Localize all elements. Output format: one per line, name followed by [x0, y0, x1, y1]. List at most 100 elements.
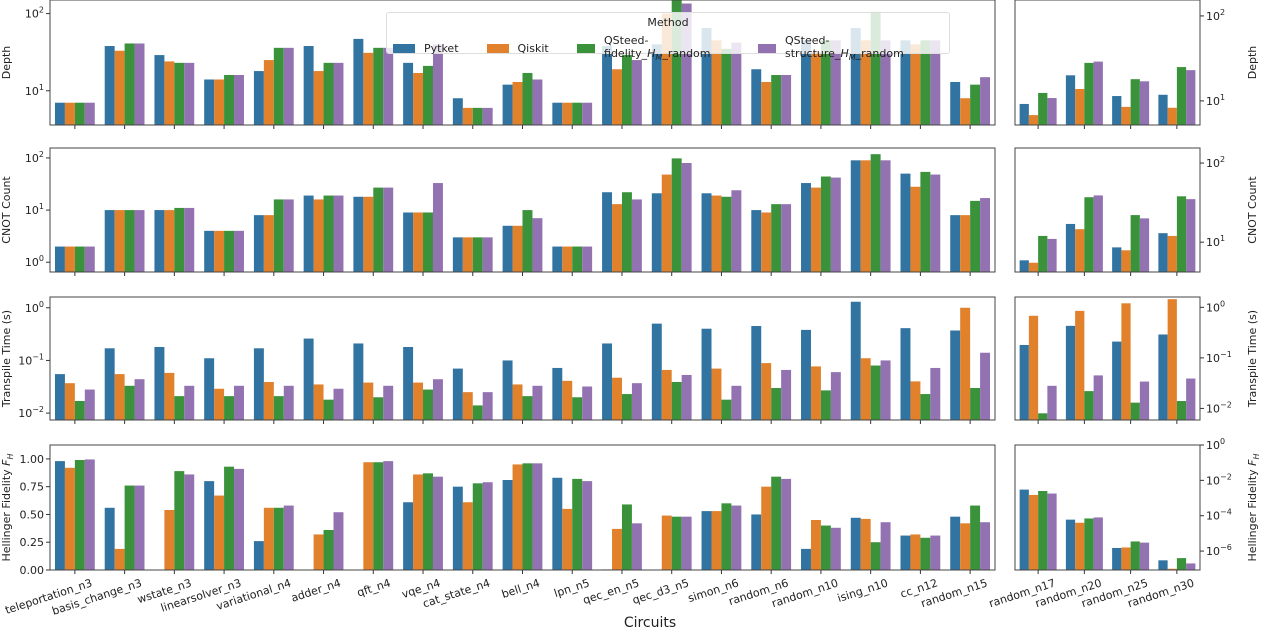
bar-lpn_n5-0 — [552, 477, 563, 570]
y-tick-label: 0.25 — [20, 536, 45, 549]
y-tick-label: 100 — [1206, 437, 1225, 452]
bar-qft_n4-3 — [383, 187, 394, 272]
bar-bell_n4-2 — [522, 210, 533, 272]
bar-teleportation_n3-3 — [84, 246, 95, 272]
bar-teleportation_n3-0 — [54, 461, 65, 570]
bar-random_n6-0 — [751, 210, 762, 272]
y-tick-label: 102 — [1206, 155, 1225, 170]
bar-random_n10-1 — [810, 520, 821, 570]
bar-random_n15-1 — [960, 98, 971, 125]
bar-vqe_n4-3 — [432, 44, 443, 126]
bar-bell_n4-2 — [522, 72, 533, 125]
bar-variational_n4-2 — [273, 507, 284, 570]
bar-variational_n4-2 — [273, 199, 284, 272]
bar-variational_n4-0 — [253, 215, 264, 272]
bar-simon_n6-3 — [731, 190, 742, 272]
bar-wstate_n3-1 — [164, 61, 175, 125]
bar-ising_n10-3 — [880, 40, 891, 125]
bar-ising_n10-0 — [850, 517, 861, 570]
bar-adder_n4-3 — [333, 62, 344, 125]
bar-variational_n4-3 — [283, 199, 294, 272]
bar-cc_n12-2 — [920, 40, 931, 125]
bar-ising_n10-0 — [850, 301, 861, 420]
bar-cat_state_n4-3 — [482, 237, 493, 272]
bar-variational_n4-1 — [263, 507, 274, 570]
bar-lpn_n5-0 — [552, 102, 563, 125]
bar-qft_n4-1 — [363, 462, 374, 570]
bar-teleportation_n3-3 — [84, 459, 95, 570]
bar-wstate_n3-2 — [174, 62, 185, 125]
bar-random_n10-2 — [820, 40, 831, 125]
bar-teleportation_n3-1 — [64, 102, 75, 125]
bar-qec_en_n5-3 — [631, 199, 642, 272]
bar-simon_n6-2 — [721, 399, 732, 420]
bar-qec_d3_n5-1 — [661, 174, 672, 272]
bar-qec_en_n5-2 — [621, 192, 632, 272]
bar-random_n17-2 — [1038, 413, 1048, 420]
axes-frame — [49, 296, 996, 421]
bar-linearsolver_n3-0 — [204, 230, 215, 272]
bar-teleportation_n3-2 — [74, 102, 85, 125]
bar-bell_n4-3 — [532, 79, 543, 125]
bar-qec_en_n5-3 — [631, 523, 642, 570]
bar-random_n20-0 — [1065, 75, 1076, 125]
bar-bell_n4-0 — [502, 225, 513, 272]
bar-variational_n4-1 — [263, 60, 274, 125]
bar-linearsolver_n3-2 — [224, 230, 235, 272]
bar-vqe_n4-3 — [432, 476, 443, 570]
bar-wstate_n3-2 — [174, 396, 185, 420]
bar-vqe_n4-1 — [413, 72, 424, 125]
bar-wstate_n3-1 — [164, 510, 175, 570]
bar-simon_n6-3 — [731, 385, 742, 420]
bar-random_n20-2 — [1084, 197, 1094, 272]
bar-qft_n4-2 — [373, 462, 384, 570]
axes-frame — [1014, 296, 1201, 421]
bar-basis_change_n3-1 — [114, 210, 125, 272]
bar-cc_n12-2 — [920, 394, 931, 420]
bar-adder_n4-2 — [323, 399, 334, 420]
bar-linearsolver_n3-3 — [234, 75, 244, 125]
bar-random_n20-1 — [1075, 310, 1085, 420]
bar-random_n15-0 — [950, 516, 961, 570]
bar-random_n10-0 — [801, 183, 811, 272]
y-tick-label: 10−1 — [18, 352, 44, 367]
bar-ising_n10-1 — [860, 160, 871, 272]
bar-bell_n4-0 — [502, 84, 513, 125]
bar-random_n20-1 — [1075, 229, 1085, 272]
bar-ising_n10-2 — [870, 365, 881, 420]
bar-qec_d3_n5-1 — [661, 515, 672, 570]
bar-random_n30-2 — [1176, 401, 1187, 420]
bar-cat_state_n4-3 — [482, 482, 493, 570]
bar-qft_n4-2 — [373, 397, 384, 420]
bar-qec_d3_n5-3 — [681, 374, 692, 420]
bar-random_n30-3 — [1186, 563, 1196, 570]
bar-simon_n6-3 — [731, 505, 742, 570]
bar-qec_en_n5-1 — [612, 69, 622, 125]
bar-cc_n12-0 — [900, 535, 911, 570]
bar-qec_en_n5-2 — [621, 55, 632, 125]
bar-random_n17-1 — [1028, 315, 1039, 420]
bar-simon_n6-3 — [731, 42, 742, 125]
bar-teleportation_n3-0 — [54, 374, 65, 420]
bar-qec_d3_n5-3 — [681, 516, 692, 570]
bar-adder_n4-1 — [313, 199, 324, 272]
bar-random_n20-1 — [1075, 88, 1085, 125]
legend-item-pytket: Pytket — [393, 34, 459, 62]
bar-random_n15-2 — [970, 387, 981, 420]
bar-random_n25-2 — [1130, 215, 1140, 272]
bar-cc_n12-3 — [930, 535, 941, 570]
y-axis-label: Depth — [1246, 46, 1259, 80]
bar-cat_state_n4-2 — [472, 237, 483, 272]
bar-random_n25-0 — [1112, 341, 1122, 420]
bar-bell_n4-0 — [502, 480, 513, 570]
x-tick-label: ising_n10 — [836, 576, 890, 605]
x-tick-label: qft_n4 — [355, 576, 392, 599]
bar-variational_n4-0 — [253, 541, 264, 570]
bar-lpn_n5-2 — [572, 397, 583, 420]
bar-cat_state_n4-2 — [472, 483, 483, 570]
bar-random_n17-2 — [1038, 491, 1048, 570]
bar-vqe_n4-0 — [403, 62, 414, 125]
bar-lpn_n5-1 — [562, 380, 573, 420]
bar-random_n6-1 — [761, 212, 772, 272]
bar-lpn_n5-3 — [582, 386, 593, 420]
